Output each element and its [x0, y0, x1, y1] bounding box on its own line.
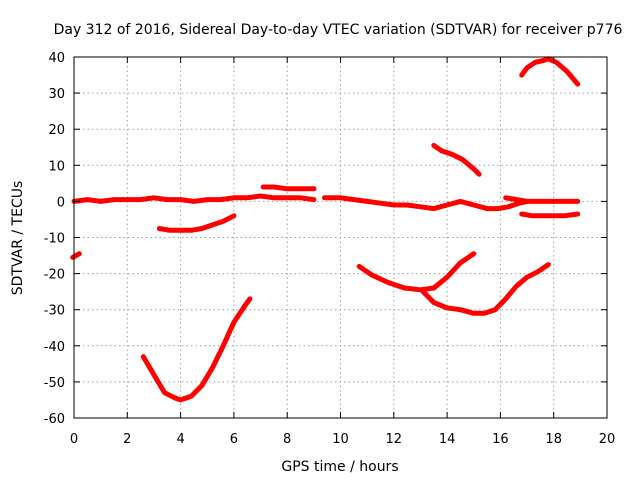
x-tick-label: 20 — [599, 432, 616, 447]
series-arc-descend-top — [431, 142, 482, 177]
tick-layer: 0 2 4 6 8 10 12 14 16 18 20 -60 -50 -40 -30 -20 -10 0 10 20… — [44, 51, 616, 447]
y-tick-label: -10 — [44, 232, 65, 247]
series-arc-deep-u — [140, 296, 253, 403]
grid-layer — [74, 57, 607, 418]
y-tick-label: 30 — [48, 87, 65, 102]
y-tick-label: 20 — [48, 123, 65, 138]
x-tick-label: 18 — [545, 432, 562, 447]
y-axis-label: SDTVAR / TECUs — [10, 181, 26, 296]
x-tick-label: 12 — [386, 432, 403, 447]
series-arc-top-right — [519, 56, 581, 87]
x-axis-label: GPS time / hours — [281, 459, 398, 475]
x-tick-label: 8 — [283, 432, 291, 447]
series-arc-mid-right — [356, 251, 477, 293]
x-tick-label: 16 — [492, 432, 509, 447]
y-tick-label: -30 — [44, 304, 65, 319]
x-tick-label: 14 — [439, 432, 456, 447]
y-tick-label: -50 — [44, 376, 65, 391]
series-arc-minus-4 — [519, 211, 581, 219]
series-layer — [70, 56, 581, 403]
x-tick-label: 0 — [70, 432, 78, 447]
series-arc-small-bump — [260, 184, 317, 192]
y-tick-label: -60 — [44, 412, 65, 427]
series-arc-lower-right — [420, 262, 551, 316]
y-tick-label: 0 — [57, 195, 65, 210]
y-tick-label: -40 — [44, 340, 65, 355]
y-tick-label: -20 — [44, 268, 65, 283]
y-tick-label: 40 — [48, 51, 65, 66]
series-arc-upper-right-low — [503, 195, 581, 204]
series-arc-minus-8 — [156, 213, 237, 233]
x-tick-label: 2 — [123, 432, 131, 447]
x-tick-label: 6 — [230, 432, 238, 447]
chart-title: Day 312 of 2016, Sidereal Day-to-day VTE… — [54, 22, 623, 38]
y-tick-label: 10 — [48, 159, 65, 174]
series-arc-baseline-2 — [322, 195, 530, 212]
x-tick-label: 4 — [176, 432, 184, 447]
series-arc-baseline-1 — [71, 193, 317, 204]
x-tick-label: 10 — [332, 432, 349, 447]
